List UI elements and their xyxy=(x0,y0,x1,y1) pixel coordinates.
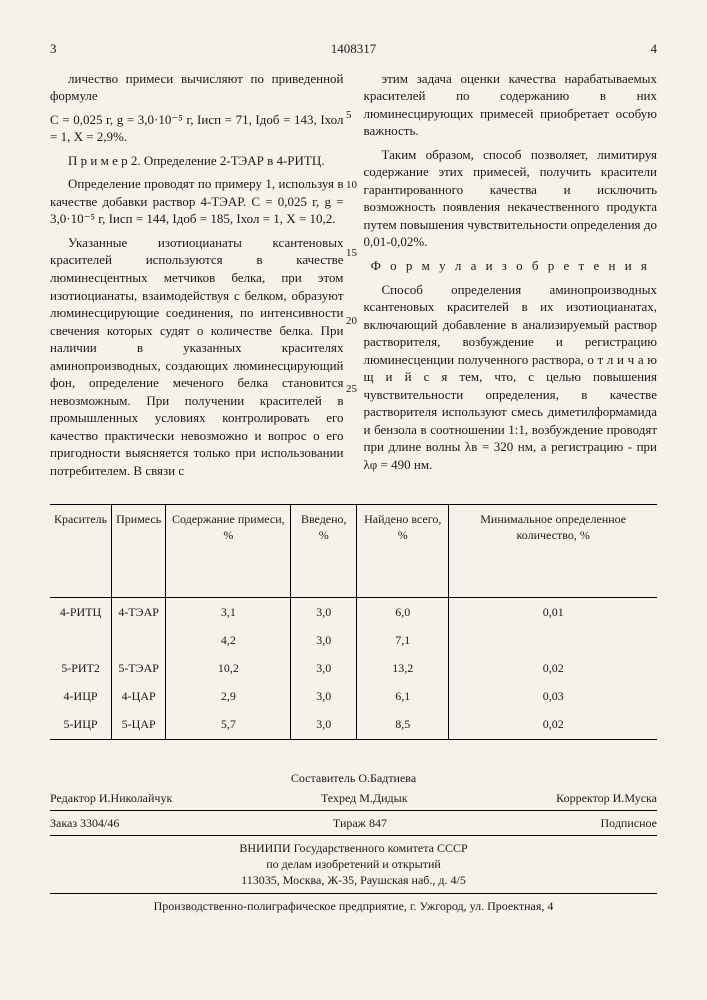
td: 3,0 xyxy=(291,654,357,682)
compiler: Составитель О.Бадтиева xyxy=(50,770,657,786)
td: 6,0 xyxy=(357,597,449,626)
podpisnoe: Подписное xyxy=(601,815,658,831)
left-column: личество примеси вычисляют по приведенно… xyxy=(50,70,344,486)
td: 3,0 xyxy=(291,710,357,739)
td: 8,5 xyxy=(357,710,449,739)
para: Определение проводят по примеру 1, испол… xyxy=(50,175,344,228)
data-table: Краситель Примесь Содержание примеси, % … xyxy=(50,504,657,740)
td: 4-ТЭАР xyxy=(112,597,166,626)
td: 3,0 xyxy=(291,682,357,710)
td: 5-ТЭАР xyxy=(112,654,166,682)
addr: 113035, Москва, Ж-35, Раушская наб., д. … xyxy=(50,872,657,888)
td: 3,0 xyxy=(291,597,357,626)
para: личество примеси вычисляют по приведенно… xyxy=(50,70,344,105)
line-num: 5 xyxy=(346,108,352,123)
td: 0,01 xyxy=(449,597,657,654)
corrector: Корректор И.Муска xyxy=(556,790,657,806)
td: 4-ИЦР xyxy=(50,682,112,710)
td: 0,02 xyxy=(449,710,657,739)
editor: Редактор И.Николайчук xyxy=(50,790,172,806)
td: 5-РИТ2 xyxy=(50,654,112,682)
td: 3,0 xyxy=(291,626,357,654)
th: Минимальное определенное количество, % xyxy=(449,504,657,597)
line-num: 10 xyxy=(346,178,357,193)
para: П р и м е р 2. Определение 2-ТЭАР в 4-РИ… xyxy=(50,152,344,170)
press: Производственно-полиграфическое предприя… xyxy=(50,898,657,914)
td: 13,2 xyxy=(357,654,449,682)
td xyxy=(112,626,166,654)
right-page-num: 4 xyxy=(651,40,658,58)
td: 5-ИЦР xyxy=(50,710,112,739)
para: этим задача оценки качества нарабатываем… xyxy=(364,70,658,140)
td: 4-РИТЦ xyxy=(50,597,112,626)
line-num: 25 xyxy=(346,382,357,397)
line-num: 15 xyxy=(346,246,357,261)
right-column: этим задача оценки качества нарабатываем… xyxy=(364,70,658,486)
formula-title: Ф о р м у л а и з о б р е т е н и я xyxy=(364,257,658,275)
order: Заказ 3304/46 xyxy=(50,815,119,831)
td: 4-ЦАР xyxy=(112,682,166,710)
tbody: 4-РИТЦ 4-ТЭАР 3,1 3,0 6,0 0,01 4,2 3,0 7… xyxy=(50,597,657,739)
td: 3,1 xyxy=(166,597,291,626)
tirazh: Тираж 847 xyxy=(333,815,387,831)
td: 7,1 xyxy=(357,626,449,654)
footer: Составитель О.Бадтиева Редактор И.Никола… xyxy=(50,770,657,914)
td xyxy=(50,626,112,654)
para: Указанные изотиоцианаты ксантеновых крас… xyxy=(50,234,344,480)
td: 5-ЦАР xyxy=(112,710,166,739)
techred: Техред М.Дидык xyxy=(321,790,408,806)
org1: ВНИИПИ Государственного комитета СССР xyxy=(50,840,657,856)
org2: по делам изобретений и открытий xyxy=(50,856,657,872)
text-columns: личество примеси вычисляют по приведенно… xyxy=(50,70,657,486)
th: Найдено всего, % xyxy=(357,504,449,597)
th: Содержание примеси, % xyxy=(166,504,291,597)
para: С = 0,025 г, g = 3,0·10⁻⁵ г, Iисп = 71, … xyxy=(50,111,344,146)
line-num: 20 xyxy=(346,314,357,329)
th: Примесь xyxy=(112,504,166,597)
td: 5,7 xyxy=(166,710,291,739)
td: 0,02 xyxy=(449,654,657,682)
td: 10,2 xyxy=(166,654,291,682)
td: 2,9 xyxy=(166,682,291,710)
th: Краситель xyxy=(50,504,112,597)
page-header: 3 1408317 4 xyxy=(50,40,657,58)
doc-number: 1408317 xyxy=(57,40,651,58)
para: Способ определения аминопроизводных ксан… xyxy=(364,281,658,474)
td: 4,2 xyxy=(166,626,291,654)
td: 6,1 xyxy=(357,682,449,710)
th: Введено, % xyxy=(291,504,357,597)
para: Таким образом, способ позволяет, лимитир… xyxy=(364,146,658,251)
td: 0,03 xyxy=(449,682,657,710)
